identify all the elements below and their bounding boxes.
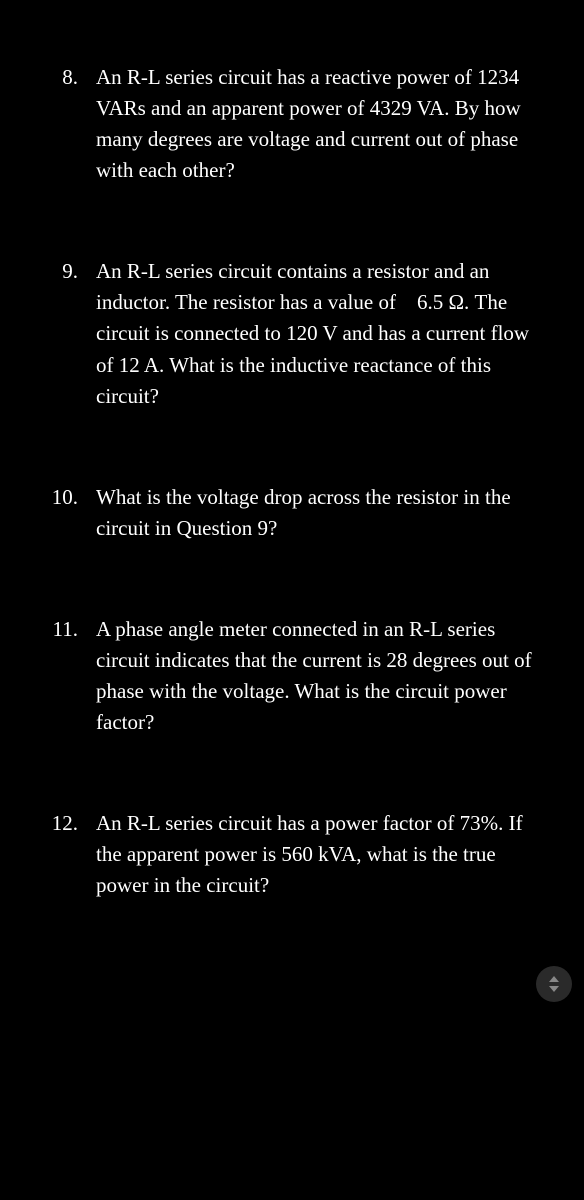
questions-container: 8. An R-L series circuit has a reactive … xyxy=(0,0,584,901)
page-stepper[interactable] xyxy=(536,966,572,1002)
question-number: 8. xyxy=(42,62,96,186)
question-item: 10. What is the voltage drop across the … xyxy=(42,482,542,544)
question-number: 11. xyxy=(42,614,96,738)
question-text: What is the voltage drop across the resi… xyxy=(96,482,542,544)
question-text: An R-L series circuit has a reactive pow… xyxy=(96,62,542,186)
chevron-down-icon xyxy=(549,986,559,992)
question-text: A phase angle meter connected in an R-L … xyxy=(96,614,542,738)
question-item: 12. An R-L series circuit has a power fa… xyxy=(42,808,542,901)
question-number: 12. xyxy=(42,808,96,901)
question-item: 11. A phase angle meter connected in an … xyxy=(42,614,542,738)
question-number: 10. xyxy=(42,482,96,544)
chevron-up-icon xyxy=(549,976,559,982)
question-item: 8. An R-L series circuit has a reactive … xyxy=(42,62,542,186)
question-item: 9. An R-L series circuit contains a resi… xyxy=(42,256,542,411)
question-text: An R-L series circuit contains a resisto… xyxy=(96,256,542,411)
question-text: An R-L series circuit has a power factor… xyxy=(96,808,542,901)
question-number: 9. xyxy=(42,256,96,411)
